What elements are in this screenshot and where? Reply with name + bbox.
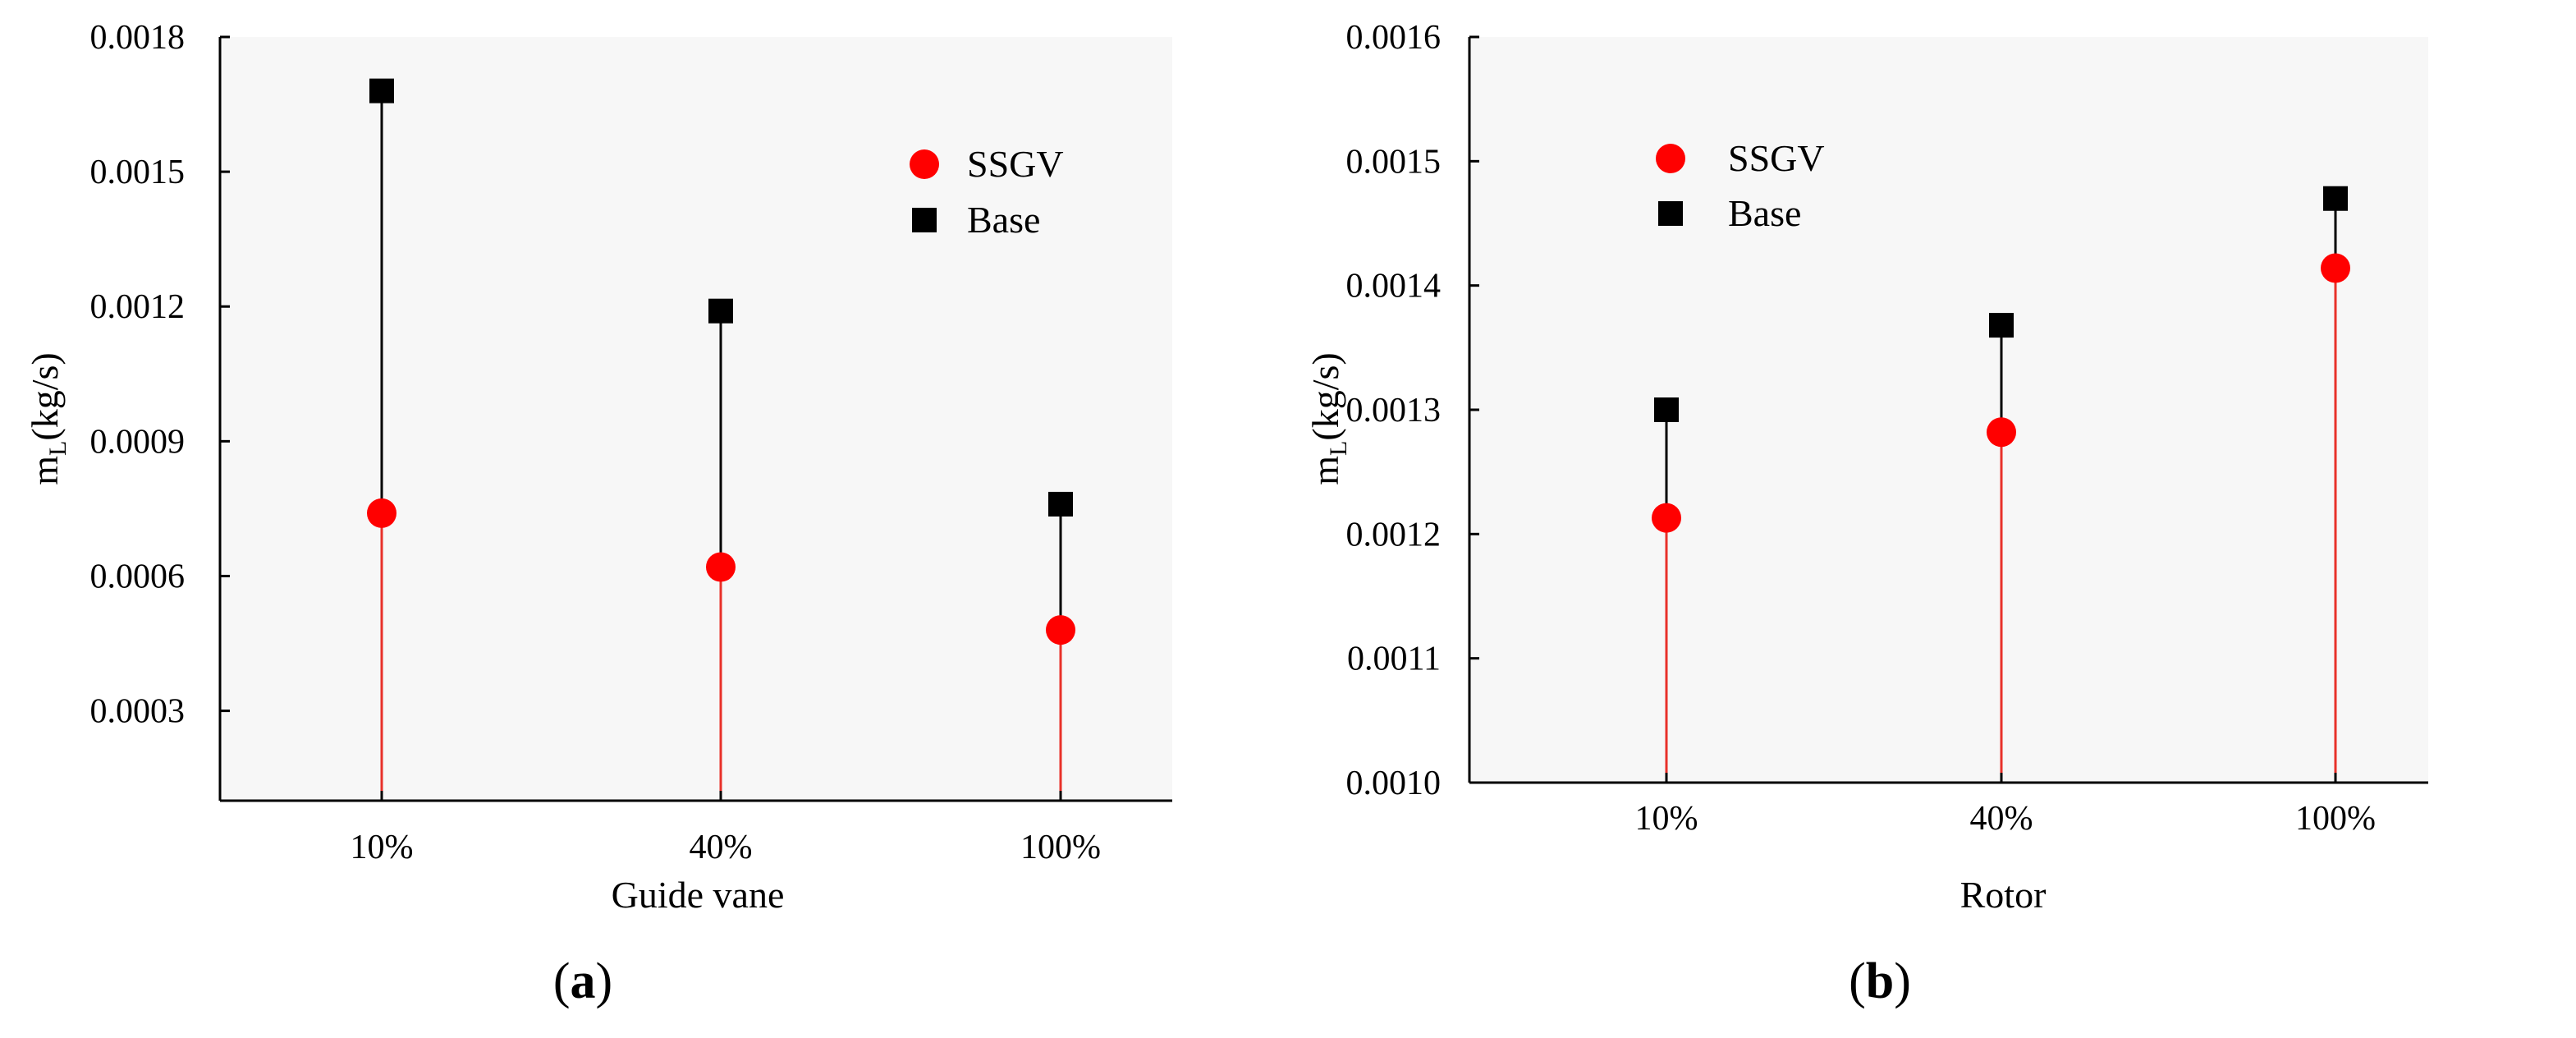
plot-area (1469, 37, 2428, 783)
base-point (1048, 491, 1073, 517)
legend-label: Base (1728, 192, 1801, 234)
y-tick-label: 0.0011 (1347, 641, 1441, 678)
y-tick-label: 0.0015 (90, 154, 186, 191)
y-tick-label: 0.0016 (1346, 19, 1442, 57)
chart-panel-b: 0.0010 0.0011 0.0012 0.0013 0.0014 0.0015 0.00… (1304, 19, 2428, 1009)
ssgv-point (1652, 503, 1681, 533)
y-tick-label: 0.0003 (90, 693, 186, 731)
legend-label: SSGV (967, 143, 1064, 185)
legend-base-marker (912, 208, 937, 232)
y-tick-label: 0.0012 (1346, 516, 1442, 553)
base-point (369, 78, 394, 103)
y-axis-title-main: m (1304, 456, 1346, 485)
x-tick-label: 40% (690, 829, 753, 866)
base-point (2323, 186, 2348, 211)
y-tick-label: 0.0015 (1346, 143, 1442, 181)
y-axis-title-unit: (kg/s) (1304, 352, 1346, 440)
legend-label: SSGV (1728, 137, 1825, 179)
y-tick-label: 0.0009 (90, 423, 186, 461)
legend-base-marker (1658, 201, 1683, 226)
panel-caption: (b) (1849, 953, 1911, 1009)
y-axis-title: mL(kg/s) (24, 352, 71, 485)
x-tick-label: 40% (1970, 800, 2033, 838)
legend: SSGV Base (1656, 137, 1825, 234)
x-tick-label: 10% (351, 829, 414, 866)
legend: SSGV Base (910, 143, 1064, 241)
y-axis-title-unit: (kg/s) (24, 352, 66, 440)
panel-caption: (a) (553, 953, 612, 1009)
legend-ssgv-marker (1656, 144, 1685, 173)
panel-caption-open: ( (1849, 953, 1866, 1009)
y-axis-title: mL(kg/s) (1304, 352, 1352, 485)
y-axis-title-sub: L (1325, 441, 1352, 456)
legend-label: Base (967, 199, 1040, 241)
y-tick-label: 0.0006 (90, 558, 186, 595)
x-tick-label: 100% (1020, 829, 1101, 866)
ssgv-point (2321, 253, 2350, 283)
x-axis-title: Guide vane (612, 874, 785, 916)
ssgv-point (1987, 417, 2016, 448)
y-axis-title-sub: L (44, 441, 71, 456)
base-point (708, 298, 733, 324)
panel-caption-close: ) (596, 953, 613, 1009)
panel-caption-open: ( (553, 953, 571, 1009)
ssgv-point (367, 498, 396, 528)
legend-ssgv-marker (910, 149, 939, 179)
panel-caption-close: ) (1894, 953, 1911, 1009)
ssgv-point (1046, 615, 1075, 645)
panel-caption-letter: a (571, 953, 596, 1009)
x-tick-label: 10% (1635, 800, 1698, 838)
base-point (1654, 397, 1679, 422)
y-tick-label: 0.0012 (90, 288, 186, 326)
y-tick-label: 0.0010 (1346, 765, 1442, 802)
x-tick-label: 100% (2295, 800, 2376, 838)
chart-panel-a: 0.0003 0.0006 0.0009 0.0012 0.0015 0.0018 10% 4… (24, 19, 1172, 1009)
x-axis-title: Rotor (1960, 874, 2047, 916)
y-tick-label: 0.0014 (1346, 268, 1442, 305)
ssgv-point (706, 552, 736, 582)
y-tick-label: 0.0018 (90, 19, 186, 57)
y-axis-title-main: m (24, 456, 66, 485)
base-point (1989, 313, 2014, 338)
panel-caption-letter: b (1866, 953, 1894, 1009)
y-tick-label: 0.0013 (1346, 392, 1442, 429)
plot-area (220, 37, 1172, 801)
